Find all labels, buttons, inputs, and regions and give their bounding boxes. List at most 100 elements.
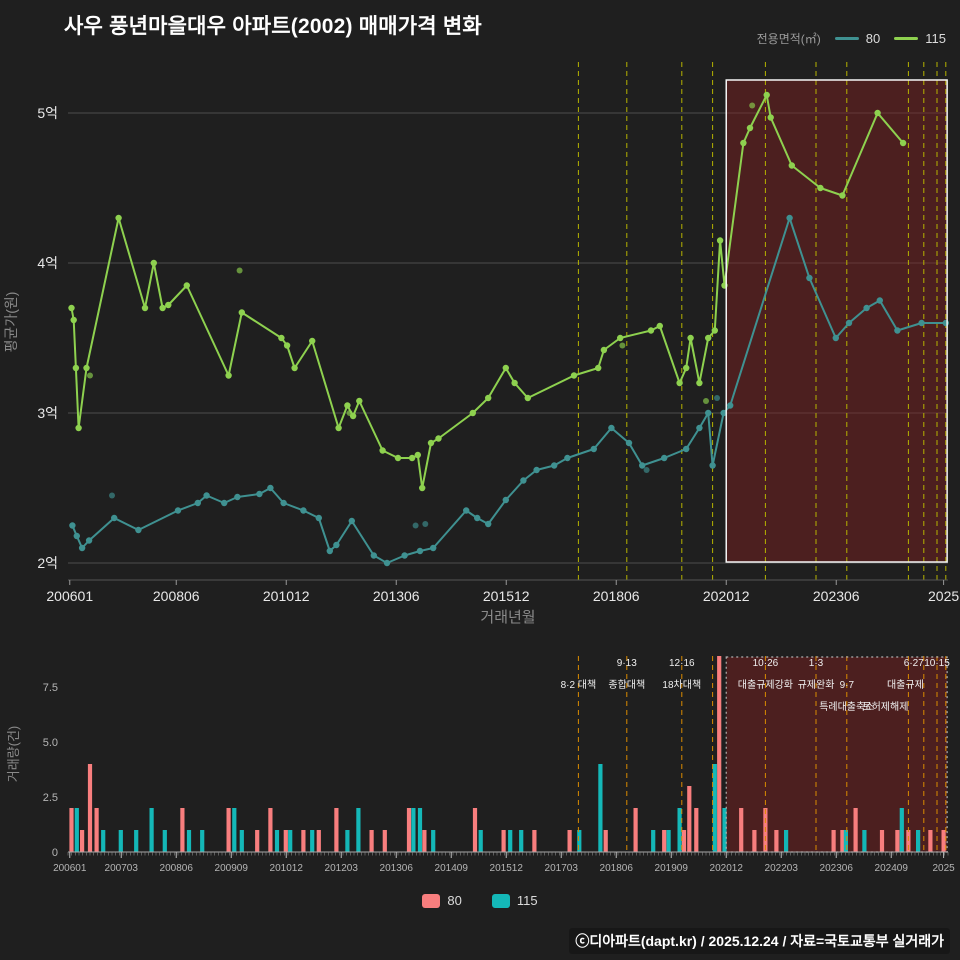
volume-bar-115 [232, 808, 237, 852]
price-xaxis: 200601 200806 201012 201306 201512 201806 2020… [3, 292, 959, 626]
volume-bar-80 [603, 830, 608, 852]
volume-xtick-label: 201306 [380, 863, 414, 874]
volume-bar-115 [288, 830, 293, 852]
volume-bar-115 [239, 830, 244, 852]
event-annotation-label: 6·27 [904, 658, 924, 669]
volume-bar-115 [149, 808, 154, 852]
volume-bar-80 [831, 830, 836, 852]
price-xtick-label: 201806 [593, 588, 640, 604]
legend-115-label: 115 [925, 31, 946, 46]
volume-ytick-label: 5.0 [43, 737, 58, 749]
volume-xtick-label: 201909 [655, 863, 689, 874]
volume-xtick-label: 201409 [435, 863, 469, 874]
price-gridlines: 2억 3억 4억 5억 [37, 105, 948, 571]
volume-bar-80 [567, 830, 572, 852]
event-lines-volume [577, 656, 947, 852]
volume-bar-115 [356, 808, 361, 852]
volume-bar-80 [501, 830, 506, 852]
volume-bar-80 [406, 808, 412, 852]
volume-legend-115-label: 115 [516, 893, 538, 908]
line-swatch-80-icon [834, 37, 859, 40]
highlight-region-price-border [725, 79, 948, 563]
price-xtick-label: 200806 [153, 588, 200, 604]
volume-bar-115 [310, 830, 315, 852]
volume-bar-80 [226, 808, 231, 852]
volume-bar-115 [712, 764, 717, 852]
event-annotation-label: 종합대책 [608, 679, 645, 691]
volume-xtick-label: 200703 [105, 863, 139, 874]
legend-item-115: 115 [894, 31, 946, 46]
volume-bar-80 [301, 830, 306, 852]
volume-bar-115 [722, 808, 727, 852]
volume-bar-80 [941, 830, 946, 852]
event-annotation-label: 18차대책 [662, 679, 701, 691]
price-xtick-label: 201306 [373, 588, 420, 604]
volume-xtick-label: 201203 [325, 863, 359, 874]
volume-bar-80 [80, 830, 85, 852]
event-annotation-label: 10·15 [924, 658, 950, 669]
price-series-115 [68, 91, 907, 492]
volume-bar-80 [69, 808, 74, 852]
event-annotation-label: 9·7 [840, 680, 855, 691]
volume-bar-80 [662, 830, 667, 852]
volume-bar-115 [200, 830, 205, 852]
volume-bar-80 [94, 808, 99, 852]
volume-xtick-label: 201012 [270, 863, 304, 874]
event-annotation-label: 10·26 [753, 658, 779, 669]
area-legend: 전용면적(㎡) 80 115 [757, 30, 946, 47]
volume-bar-80 [334, 808, 339, 852]
legend-label: 전용면적(㎡) [756, 32, 821, 46]
volume-bar-115 [162, 830, 167, 852]
price-series-80 [69, 214, 949, 567]
volume-xtick-label: 202012 [710, 863, 744, 874]
volume-xtick-label: 202306 [820, 863, 854, 874]
volume-xtick-label: 200806 [160, 863, 194, 874]
volume-bar-115 [508, 830, 513, 852]
volume-bar-80 [928, 830, 933, 852]
volume-bar-80 [268, 808, 273, 852]
volume-bar-80 [879, 830, 885, 852]
volume-bar-80 [369, 830, 374, 852]
volume-bar-115 [666, 830, 671, 852]
volume-bar-80 [774, 830, 779, 852]
volume-bar-115 [417, 808, 423, 852]
volume-xtick-label: 202203 [765, 863, 799, 874]
volume-bar-80 [472, 808, 478, 852]
price-xtick-label: 200601 [46, 588, 93, 604]
legend-80-label: 80 [865, 31, 881, 46]
volume-bar-80 [895, 830, 900, 852]
volume-ytick-label: 2.5 [43, 792, 58, 804]
bar-swatch-80-icon [422, 893, 441, 908]
volume-bar-115 [784, 830, 789, 852]
volume-bar-115 [134, 830, 139, 852]
volume-bar-80 [633, 808, 638, 852]
volume-bar-80 [180, 808, 185, 852]
volume-legend-item-115: 115 [491, 893, 538, 908]
price-xtick-label: 201512 [483, 588, 530, 604]
volume-y-axis-title: 거래량(건) [6, 726, 21, 783]
volume-bar-115 [843, 830, 848, 852]
volume-bar-115 [916, 830, 921, 852]
volume-ytick-label: 0 [52, 847, 58, 859]
price-y-axis-title: 평균가(원) [3, 292, 19, 353]
price-ytick-label: 4억 [37, 255, 58, 271]
event-annotation-label: 토허제해제 [862, 700, 908, 713]
volume-xtick-label: 202409 [875, 863, 909, 874]
volume-bar-115 [577, 830, 582, 852]
volume-bar-80 [87, 764, 93, 852]
volume-legend-item-80: 80 [422, 893, 462, 908]
volume-bar-115 [478, 830, 483, 852]
volume-legend: 80 115 [0, 893, 960, 908]
price-ytick-label: 5억 [37, 105, 58, 121]
highlight-region-volume [726, 657, 948, 852]
volume-bar-115 [74, 808, 79, 852]
volume-bar-115 [431, 830, 436, 852]
volume-xtick-label: 201512 [490, 863, 524, 874]
volume-ytick-label: 7.5 [43, 682, 58, 694]
volume-bars [69, 656, 946, 852]
volume-xtick-label: 200601 [53, 863, 87, 874]
volume-bar-80 [681, 830, 687, 852]
volume-xaxis: 200601 200703 200806 200909 201012 201203 2013… [53, 851, 955, 874]
volume-bar-115 [274, 830, 280, 852]
